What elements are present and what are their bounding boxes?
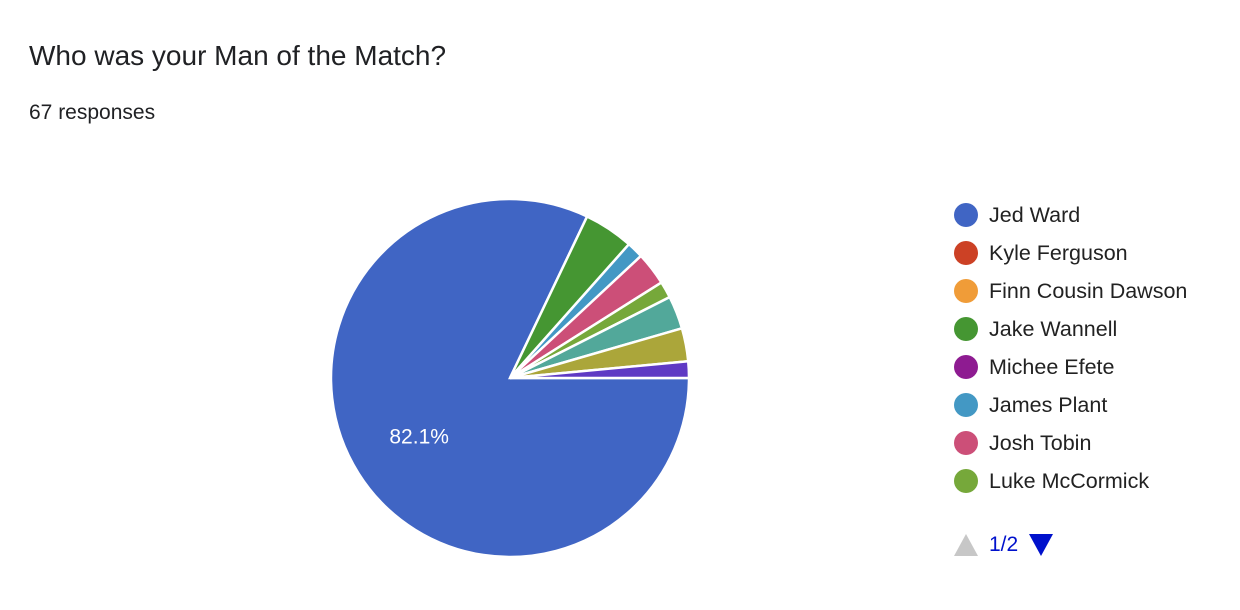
legend-prev-page-icon[interactable] xyxy=(954,534,978,556)
legend-item[interactable]: Jake Wannell xyxy=(954,310,1187,348)
legend-color-dot-icon xyxy=(954,203,978,227)
legend-color-dot-icon xyxy=(954,469,978,493)
legend-next-page-icon[interactable] xyxy=(1029,534,1054,556)
legend-item[interactable]: James Plant xyxy=(954,386,1187,424)
legend-label: Jed Ward xyxy=(989,202,1081,227)
pie-slice[interactable] xyxy=(329,197,691,559)
legend-item[interactable]: Josh Tobin xyxy=(954,424,1187,462)
slice-percent-label: 82.1% xyxy=(389,425,449,448)
legend-label: Jake Wannell xyxy=(989,316,1118,341)
legend-label: Finn Cousin Dawson xyxy=(989,278,1188,303)
legend-page-indicator: 1/2 xyxy=(989,533,1019,556)
legend-label: Luke McCormick xyxy=(989,468,1150,493)
legend-item[interactable]: Finn Cousin Dawson xyxy=(954,272,1187,310)
legend-label: Kyle Ferguson xyxy=(989,240,1128,265)
legend-color-dot-icon xyxy=(954,355,978,379)
legend-item[interactable]: Michee Efete xyxy=(954,348,1187,386)
legend-label: Josh Tobin xyxy=(989,430,1092,455)
legend-item[interactable]: Kyle Ferguson xyxy=(954,234,1187,272)
legend-item[interactable]: Jed Ward xyxy=(954,196,1187,234)
legend-color-dot-icon xyxy=(954,393,978,417)
legend-color-dot-icon xyxy=(954,317,978,341)
chart-legend: Jed Ward Kyle Ferguson Finn Cousin Dawson J… xyxy=(954,196,1187,500)
pie-slice[interactable] xyxy=(509,359,691,380)
legend-color-dot-icon xyxy=(954,241,978,265)
response-count: 67 responses xyxy=(29,101,156,124)
legend-item[interactable]: Luke McCormick xyxy=(954,462,1187,500)
question-title: Who was your Man of the Match? xyxy=(29,40,447,71)
legend-label: Michee Efete xyxy=(989,354,1115,379)
legend-color-dot-icon xyxy=(954,431,978,455)
legend-color-dot-icon xyxy=(954,279,978,303)
legend-label: James Plant xyxy=(989,392,1108,417)
legend-pager: 1/2 xyxy=(954,533,1054,557)
